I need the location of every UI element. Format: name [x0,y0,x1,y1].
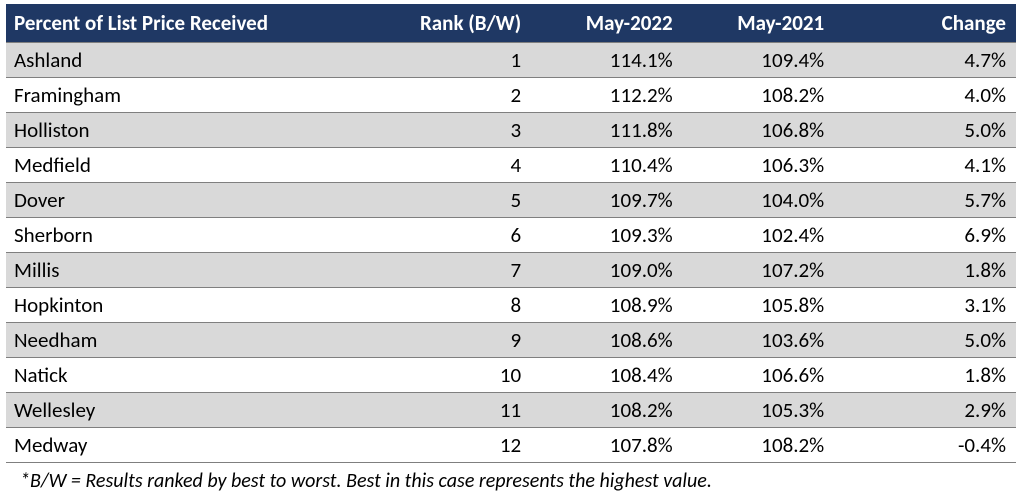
table-body: Ashland 1 114.1% 109.4% 4.7% Framingham … [6,43,1016,463]
cell-may2021: 108.2% [683,428,835,463]
cell-rank: 10 [410,358,531,393]
cell-name: Ashland [6,43,410,78]
cell-rank: 4 [410,148,531,183]
list-price-table: Percent of List Price Received Rank (B/W… [6,4,1016,463]
cell-name: Medway [6,428,410,463]
col-header-may2021: May-2021 [683,4,835,43]
cell-change: 6.9% [834,218,1016,253]
cell-may2022: 108.9% [531,288,683,323]
cell-name: Natick [6,358,410,393]
table-row: Medway 12 107.8% 108.2% -0.4% [6,428,1016,463]
cell-change: 1.8% [834,253,1016,288]
table-container: Percent of List Price Received Rank (B/W… [0,0,1024,499]
table-row: Medfield 4 110.4% 106.3% 4.1% [6,148,1016,183]
cell-name: Hopkinton [6,288,410,323]
cell-may2021: 102.4% [683,218,835,253]
cell-name: Framingham [6,78,410,113]
cell-may2022: 109.3% [531,218,683,253]
table-row: Sherborn 6 109.3% 102.4% 6.9% [6,218,1016,253]
col-header-rank: Rank (B/W) [410,4,531,43]
cell-change: 5.0% [834,323,1016,358]
cell-may2022: 108.4% [531,358,683,393]
cell-may2022: 114.1% [531,43,683,78]
cell-change: 4.7% [834,43,1016,78]
table-row: Natick 10 108.4% 106.6% 1.8% [6,358,1016,393]
table-header-row: Percent of List Price Received Rank (B/W… [6,4,1016,43]
cell-name: Wellesley [6,393,410,428]
col-header-change: Change [834,4,1016,43]
cell-may2022: 107.8% [531,428,683,463]
cell-may2022: 109.7% [531,183,683,218]
cell-may2021: 105.8% [683,288,835,323]
table-row: Hopkinton 8 108.9% 105.8% 3.1% [6,288,1016,323]
cell-change: 2.9% [834,393,1016,428]
table-row: Needham 9 108.6% 103.6% 5.0% [6,323,1016,358]
cell-rank: 11 [410,393,531,428]
cell-may2021: 104.0% [683,183,835,218]
cell-rank: 5 [410,183,531,218]
cell-may2022: 109.0% [531,253,683,288]
table-row: Ashland 1 114.1% 109.4% 4.7% [6,43,1016,78]
table-row: Holliston 3 111.8% 106.8% 5.0% [6,113,1016,148]
cell-rank: 2 [410,78,531,113]
cell-change: 5.0% [834,113,1016,148]
cell-change: 4.1% [834,148,1016,183]
cell-may2022: 108.2% [531,393,683,428]
table-row: Dover 5 109.7% 104.0% 5.7% [6,183,1016,218]
col-header-name: Percent of List Price Received [6,4,410,43]
cell-name: Holliston [6,113,410,148]
table-row: Wellesley 11 108.2% 105.3% 2.9% [6,393,1016,428]
col-header-may2022: May-2022 [531,4,683,43]
cell-may2021: 106.8% [683,113,835,148]
cell-change: 5.7% [834,183,1016,218]
cell-change: 4.0% [834,78,1016,113]
cell-rank: 9 [410,323,531,358]
cell-may2022: 110.4% [531,148,683,183]
cell-name: Millis [6,253,410,288]
cell-rank: 12 [410,428,531,463]
cell-may2021: 106.3% [683,148,835,183]
cell-change: 1.8% [834,358,1016,393]
table-row: Millis 7 109.0% 107.2% 1.8% [6,253,1016,288]
table-footnote: *B/W = Results ranked by best to worst. … [6,463,1016,493]
cell-may2022: 112.2% [531,78,683,113]
cell-may2021: 105.3% [683,393,835,428]
cell-name: Needham [6,323,410,358]
cell-may2022: 108.6% [531,323,683,358]
cell-name: Dover [6,183,410,218]
cell-rank: 3 [410,113,531,148]
cell-rank: 1 [410,43,531,78]
cell-rank: 6 [410,218,531,253]
cell-rank: 7 [410,253,531,288]
cell-name: Medfield [6,148,410,183]
cell-may2021: 109.4% [683,43,835,78]
cell-rank: 8 [410,288,531,323]
cell-name: Sherborn [6,218,410,253]
cell-may2021: 108.2% [683,78,835,113]
cell-may2021: 103.6% [683,323,835,358]
cell-change: 3.1% [834,288,1016,323]
cell-change: -0.4% [834,428,1016,463]
cell-may2021: 106.6% [683,358,835,393]
table-row: Framingham 2 112.2% 108.2% 4.0% [6,78,1016,113]
cell-may2022: 111.8% [531,113,683,148]
cell-may2021: 107.2% [683,253,835,288]
